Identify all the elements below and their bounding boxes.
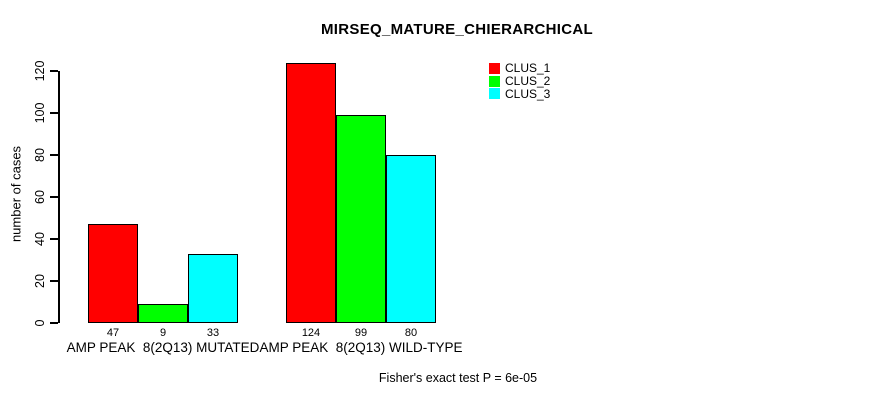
x-axis-group-label: AMP PEAK 8(2Q13) WILD-TYPE xyxy=(259,340,463,355)
y-axis-label: number of cases xyxy=(8,145,24,243)
bar-CLUS_2-group-1 xyxy=(138,304,188,323)
y-axis-tick-label: 100 xyxy=(33,102,47,124)
legend-label: CLUS_3 xyxy=(505,86,551,101)
legend-label: CLUS_2 xyxy=(505,74,551,89)
y-axis-tick-label: 60 xyxy=(33,190,47,204)
y-axis-tick-label: 80 xyxy=(33,148,47,162)
y-axis-tick xyxy=(50,280,58,282)
bar-CLUS_3-group-2 xyxy=(386,155,436,323)
y-axis-tick-label: 20 xyxy=(33,274,47,288)
bar-CLUS_3-group-1 xyxy=(188,253,238,323)
y-axis-tick xyxy=(50,196,58,198)
y-axis-tick xyxy=(50,322,58,324)
bar-value-label: 47 xyxy=(106,327,120,339)
bar-CLUS_1-group-1 xyxy=(88,224,138,323)
chart-title: MIRSEQ_MATURE_CHIERARCHICAL xyxy=(321,21,593,38)
footnote-fisher-test: Fisher's exact test P = 6e-05 xyxy=(378,371,538,385)
legend-swatch-CLUS_2 xyxy=(489,75,500,87)
legend-row-CLUS_2: CLUS_2 xyxy=(489,75,550,88)
bar-CLUS_1-group-2 xyxy=(286,62,336,323)
legend-row-CLUS_3: CLUS_3 xyxy=(489,88,550,101)
legend-row-CLUS_1: CLUS_1 xyxy=(489,62,550,75)
bar-value-label: 99 xyxy=(354,327,368,339)
bar-value-label: 9 xyxy=(159,327,167,339)
x-axis-group-label: AMP PEAK 8(2Q13) MUTATED xyxy=(66,340,260,355)
y-axis-line xyxy=(58,71,60,323)
legend-swatch-CLUS_3 xyxy=(489,88,500,100)
y-axis-tick xyxy=(50,112,58,114)
y-axis-tick-label: 40 xyxy=(33,232,47,246)
bar-value-label: 124 xyxy=(301,327,321,339)
y-axis-tick-label: 120 xyxy=(33,60,47,82)
bar-value-label: 33 xyxy=(206,327,220,339)
y-axis-tick xyxy=(50,70,58,72)
legend-swatch-CLUS_1 xyxy=(489,62,500,74)
legend-label: CLUS_1 xyxy=(505,61,551,76)
bar-value-label: 80 xyxy=(404,327,418,339)
y-axis-tick-label: 0 xyxy=(33,319,47,327)
y-axis-tick xyxy=(50,238,58,240)
y-axis-tick xyxy=(50,154,58,156)
bar-CLUS_2-group-2 xyxy=(336,115,386,323)
legend: CLUS_1 CLUS_2 CLUS_3 xyxy=(489,62,550,100)
